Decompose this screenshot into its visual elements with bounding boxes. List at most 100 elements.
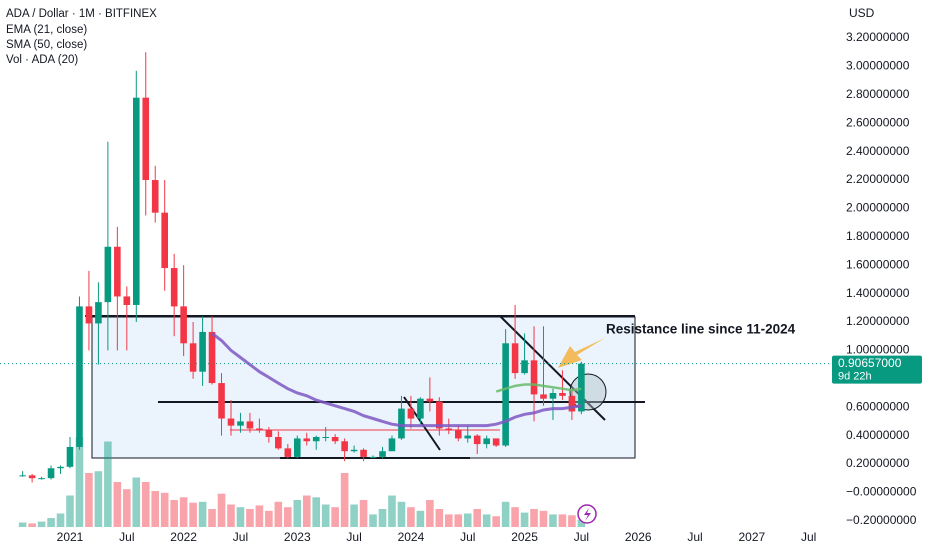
candle-body bbox=[369, 456, 377, 458]
x-tick-label: 2026 bbox=[625, 530, 652, 544]
volume-bar bbox=[75, 437, 84, 527]
volume-bar bbox=[359, 500, 368, 527]
candle-body bbox=[237, 421, 244, 426]
candle-body bbox=[114, 246, 121, 297]
volume-bar bbox=[302, 495, 311, 527]
volume-bar bbox=[160, 492, 169, 527]
y-tick-label: 2.60000000 bbox=[846, 115, 910, 129]
indicator: SMA (50, close) bbox=[6, 39, 87, 51]
volume-bar bbox=[520, 512, 529, 527]
volume-bar bbox=[85, 473, 93, 527]
x-tick-label: Jul bbox=[687, 530, 702, 544]
volume-bar bbox=[94, 471, 103, 527]
x-tick-label: 2027 bbox=[738, 530, 765, 544]
candle-body bbox=[66, 446, 74, 467]
volume-bar bbox=[340, 473, 349, 527]
x-tick-label: 2024 bbox=[398, 530, 425, 544]
y-tick-label: 1.60000000 bbox=[846, 257, 910, 271]
candle-body bbox=[540, 394, 547, 399]
volume-bar bbox=[435, 509, 444, 527]
candle-body bbox=[208, 331, 216, 384]
volume-bar bbox=[246, 509, 254, 527]
candle-body bbox=[180, 306, 187, 344]
volume-bar bbox=[217, 493, 226, 527]
y-tick-label: 2.80000000 bbox=[846, 87, 910, 101]
indicator: Vol · ADA (20) bbox=[6, 54, 78, 66]
candle-body bbox=[568, 395, 576, 412]
candle-body bbox=[142, 97, 150, 181]
volume-bar bbox=[577, 519, 586, 527]
candle-body bbox=[426, 398, 434, 402]
volume-bar bbox=[378, 509, 387, 527]
candle-body bbox=[38, 478, 45, 480]
marks bbox=[18, 52, 586, 527]
candle-body bbox=[331, 437, 339, 442]
candle-body bbox=[407, 408, 415, 419]
volume-bar bbox=[388, 495, 396, 527]
y-tick-label: −0.20000000 bbox=[846, 513, 917, 527]
candle-body bbox=[132, 97, 140, 305]
y-tick-label: 3.20000000 bbox=[846, 30, 910, 44]
volume-bar bbox=[141, 482, 150, 527]
candle-body bbox=[530, 360, 538, 395]
candle-body bbox=[284, 448, 292, 457]
last-price-label: 0.90657000 bbox=[838, 356, 902, 370]
volume-bar bbox=[265, 510, 273, 527]
candle-body bbox=[275, 437, 282, 449]
indicator: EMA (21, close) bbox=[6, 24, 87, 36]
candle-body bbox=[445, 428, 453, 430]
volume-bar bbox=[284, 507, 292, 527]
volume-bar bbox=[56, 513, 65, 527]
volume-bar bbox=[293, 500, 302, 527]
candle-body bbox=[436, 401, 443, 429]
candle-body bbox=[161, 212, 168, 269]
candle-body bbox=[454, 429, 462, 439]
candle-body bbox=[312, 437, 320, 442]
candle-body bbox=[293, 438, 301, 457]
y-tick-label: 2.40000000 bbox=[846, 144, 910, 158]
candle-body bbox=[303, 438, 311, 442]
volume-bar bbox=[18, 522, 27, 527]
ema-line bbox=[495, 383, 582, 393]
y-tick-label: 2.20000000 bbox=[846, 172, 910, 186]
annotation: Resistance line since 11-2024 bbox=[606, 322, 796, 337]
axis-unit: USD bbox=[849, 6, 875, 20]
candle-body bbox=[341, 441, 348, 452]
y-tick-label: 1.40000000 bbox=[846, 286, 910, 300]
candle-body bbox=[511, 343, 519, 374]
candle-body bbox=[473, 435, 481, 445]
candle-body bbox=[47, 468, 55, 479]
x-tick-label: 2022 bbox=[170, 530, 197, 544]
sma-line bbox=[211, 332, 582, 428]
resistance-line bbox=[499, 315, 606, 421]
volume-bar bbox=[208, 509, 216, 527]
candle-body bbox=[95, 302, 102, 324]
candle-body bbox=[549, 392, 557, 399]
candle-body bbox=[360, 449, 367, 457]
arrow bbox=[558, 338, 605, 368]
candle-body bbox=[417, 398, 424, 419]
candle-body bbox=[199, 331, 206, 372]
volume-bar bbox=[321, 504, 330, 527]
x-tick-label: 2021 bbox=[57, 530, 84, 544]
y-tick-label: 0.60000000 bbox=[846, 399, 910, 413]
volume-bar bbox=[407, 507, 415, 527]
x-tick-label: Jul bbox=[574, 530, 589, 544]
volume-bar bbox=[236, 507, 245, 527]
highlight-circle bbox=[569, 373, 607, 411]
candle-body bbox=[350, 449, 358, 452]
title: ADA / Dollar · 1M · BITFINEX bbox=[6, 8, 157, 20]
candle-body bbox=[123, 296, 131, 305]
candle-body bbox=[322, 437, 329, 439]
volume-bar bbox=[37, 521, 46, 527]
volume-bar bbox=[539, 510, 548, 527]
volume-bar bbox=[113, 482, 122, 527]
volume-bar bbox=[255, 505, 264, 527]
volume-bar bbox=[482, 514, 491, 527]
candle-body bbox=[379, 451, 386, 457]
y-tick-label: 3.00000000 bbox=[846, 59, 910, 73]
candle-body bbox=[464, 435, 472, 439]
volume-bar bbox=[501, 501, 510, 527]
volume-bar bbox=[369, 514, 377, 527]
